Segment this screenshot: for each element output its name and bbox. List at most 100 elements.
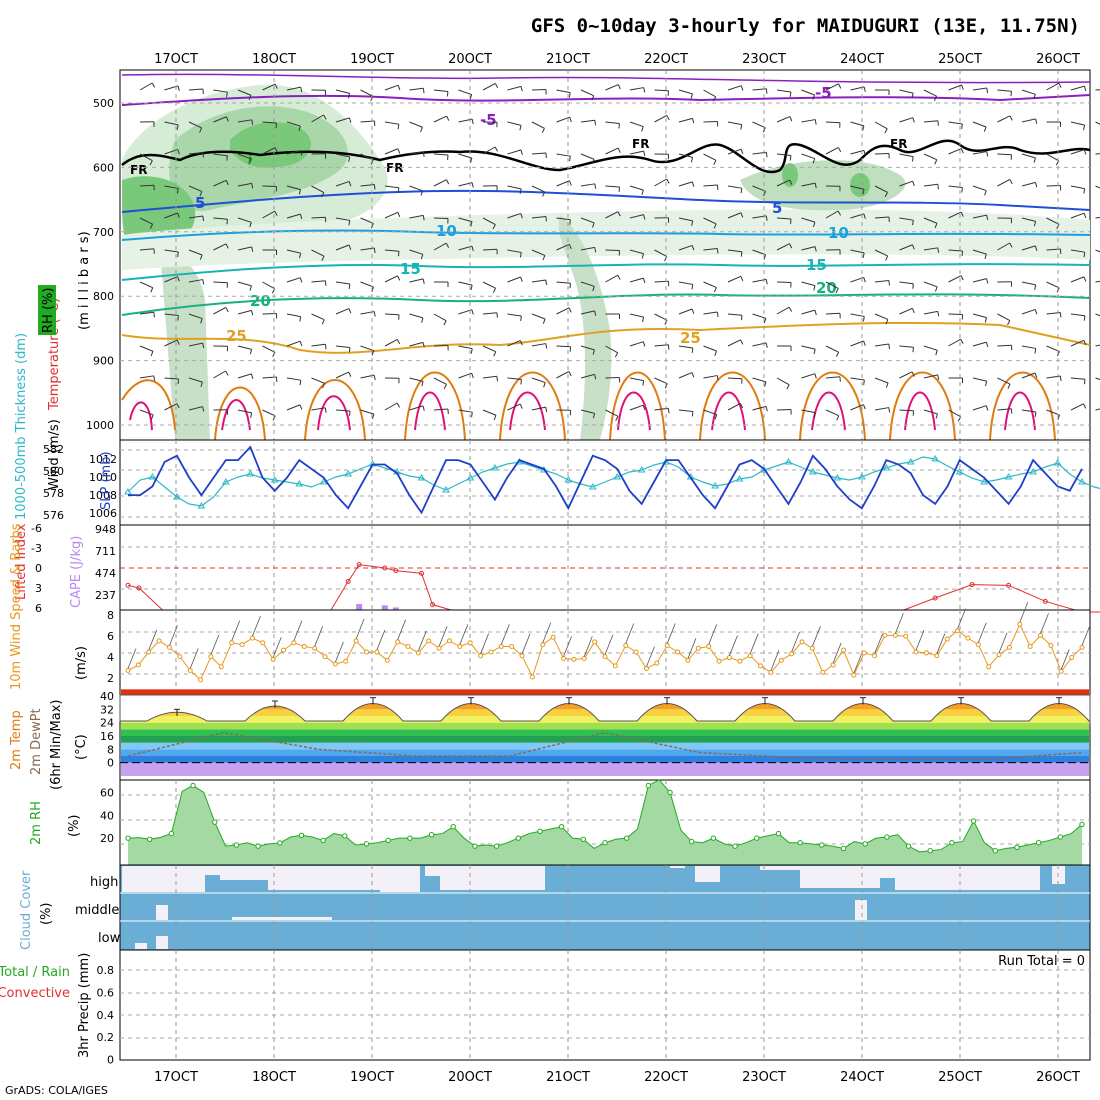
wind-barb-flag [177,85,180,91]
wind-barb-flag [348,347,351,353]
wind-barb-flag [274,210,278,216]
wind-barb-flag [568,92,571,98]
wind-barb-flag [545,216,547,222]
wind-barb-10m [542,622,552,643]
wind-barb-flag [1007,383,1011,389]
wind-barb-10m [417,630,427,652]
cape-tick: 237 [95,589,116,602]
wind10-unit-group: (m/s) [74,646,89,680]
wind-barb-flag [691,245,695,251]
wind-barb [923,247,938,251]
wind-barb-flag [591,222,595,228]
wind-barb [531,152,547,155]
wind-barb-flag [937,184,940,190]
wind-barb-flag [250,373,254,379]
wind-barb-flag [642,278,646,284]
top-date-label: 25OCT [938,52,982,67]
wind-barb [850,340,864,347]
wind-barb [482,375,497,379]
freezing-label-3: FR [632,137,649,151]
wind-barb-flag [543,382,546,388]
wind-barb-flag [912,283,914,289]
thickness-marker [491,464,499,471]
wind-barb [556,307,570,315]
wind-tick: 2 [107,672,114,685]
thickness-tick: 580 [43,465,64,478]
wind-speed-marker [737,658,743,664]
wind-barb [605,211,619,219]
wind-speed-marker [592,639,598,645]
rh-marker [493,843,500,849]
temp-band [121,742,1089,750]
wind-speed-marker [747,653,753,659]
cloud-clear-cell [380,866,420,892]
wind-barb-flag [911,93,914,99]
wind-barb [1021,372,1036,379]
wind-barb [384,148,399,155]
thickness-marker [197,502,206,509]
wind-speed-marker [716,658,722,664]
wind-barb [237,373,252,379]
thickness-marker [784,458,793,465]
wind-barb-flag [176,124,179,130]
wind-speed-marker [322,654,328,660]
wind-barb [629,87,644,91]
wind-barb [262,409,276,417]
wind-barb-flag [592,349,595,355]
thickness-axis-label: 1000-500mb Thickness (dm) [14,333,29,520]
wind-barb-flag [321,192,325,198]
wind-speed-marker [706,643,712,649]
thickness-marker [124,488,132,495]
bottom-date-label: 18OCT [252,1070,296,1085]
wind-speed-marker [509,643,515,649]
rh-marker [363,841,370,847]
wind-barb [531,313,546,320]
wind-barb [874,216,890,219]
li-tick: 3 [35,582,42,595]
contour-label-5-a: 5 [195,194,205,212]
wind-barb [923,89,937,97]
wind-barb [531,279,546,283]
rh-axis: 60 40 20 [100,786,114,845]
contour-label-minus5-a: -5 [480,111,497,129]
wind-barb-10m [957,608,966,629]
wind-barb [556,345,571,348]
wind-barb [972,313,987,319]
thickness-marker [711,482,719,489]
wind-barb-flag [765,152,768,158]
wind-barb-flag [814,310,817,316]
wind-barb-flag [569,117,572,123]
wind-barb [188,377,203,383]
li-tick: 6 [35,602,42,615]
wind-barb [311,407,326,411]
wind-barb [703,409,717,416]
wind-barb-flag [492,224,496,230]
wind-speed-marker [1017,621,1023,627]
rh2m-unit-label: (%) [67,815,82,838]
wind-barb-flag [373,374,376,381]
wind10m-unit-label: (m/s) [74,646,89,680]
rh-axis-label: RH (%) [41,288,56,333]
thickness-marker [466,474,475,481]
thickness-marker [295,480,304,487]
wind-barb [237,246,252,251]
wind-barb [727,249,742,253]
wind-barb-flag [520,213,523,219]
wind-barb [311,343,326,347]
wind-barb-flag [321,255,325,261]
wind-barb-10m [210,634,220,655]
wind-barb-flag [1083,125,1086,131]
wind-barb-10m [708,624,718,645]
wind-barb-flag [714,414,718,420]
wind-barb [776,89,791,93]
wind-barb-flag [740,212,744,218]
cloud-cells [120,866,1090,949]
rh-marker [970,818,977,824]
wind-barb-flag [666,115,670,121]
wind-barb [801,309,816,315]
wind-barb [433,408,449,411]
temp-label-group: 2m Temp [9,710,24,770]
wind-speed-marker [467,640,473,646]
wind-barb [1070,276,1085,283]
